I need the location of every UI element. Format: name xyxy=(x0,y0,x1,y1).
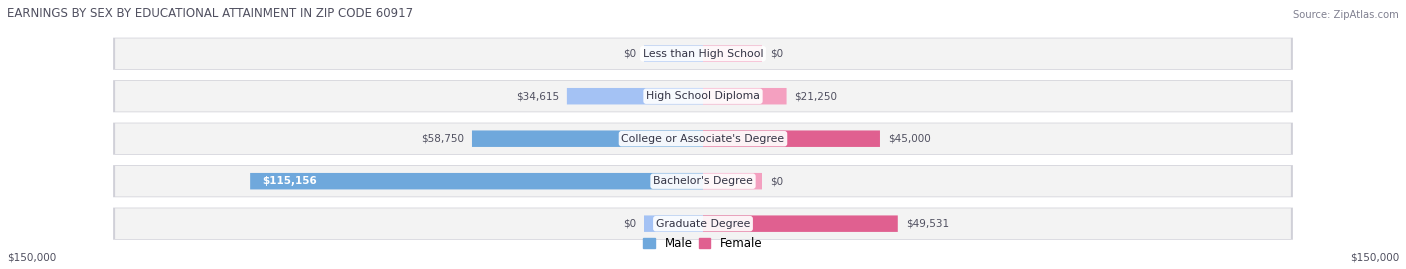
FancyBboxPatch shape xyxy=(115,38,1291,69)
FancyBboxPatch shape xyxy=(112,165,1294,197)
Text: Bachelor's Degree: Bachelor's Degree xyxy=(652,176,754,186)
FancyBboxPatch shape xyxy=(703,88,786,104)
FancyBboxPatch shape xyxy=(703,130,880,147)
Text: $49,531: $49,531 xyxy=(905,219,949,229)
Text: $0: $0 xyxy=(623,49,636,59)
Text: Graduate Degree: Graduate Degree xyxy=(655,219,751,229)
Text: Less than High School: Less than High School xyxy=(643,49,763,59)
Legend: Male, Female: Male, Female xyxy=(638,232,768,254)
FancyBboxPatch shape xyxy=(567,88,703,104)
Text: $0: $0 xyxy=(770,176,783,186)
FancyBboxPatch shape xyxy=(115,81,1291,112)
FancyBboxPatch shape xyxy=(703,215,898,232)
Text: Source: ZipAtlas.com: Source: ZipAtlas.com xyxy=(1294,10,1399,20)
FancyBboxPatch shape xyxy=(112,80,1294,112)
FancyBboxPatch shape xyxy=(112,123,1294,155)
Text: $0: $0 xyxy=(770,49,783,59)
FancyBboxPatch shape xyxy=(472,130,703,147)
FancyBboxPatch shape xyxy=(115,123,1291,154)
Text: College or Associate's Degree: College or Associate's Degree xyxy=(621,134,785,144)
Text: $150,000: $150,000 xyxy=(1350,252,1399,262)
FancyBboxPatch shape xyxy=(250,173,703,189)
FancyBboxPatch shape xyxy=(703,45,762,62)
Text: $150,000: $150,000 xyxy=(7,252,56,262)
Text: High School Diploma: High School Diploma xyxy=(647,91,759,101)
FancyBboxPatch shape xyxy=(115,208,1291,239)
FancyBboxPatch shape xyxy=(703,173,762,189)
FancyBboxPatch shape xyxy=(644,215,703,232)
Text: $34,615: $34,615 xyxy=(516,91,560,101)
Text: EARNINGS BY SEX BY EDUCATIONAL ATTAINMENT IN ZIP CODE 60917: EARNINGS BY SEX BY EDUCATIONAL ATTAINMEN… xyxy=(7,7,413,20)
Text: $115,156: $115,156 xyxy=(262,176,316,186)
FancyBboxPatch shape xyxy=(644,45,703,62)
Text: $21,250: $21,250 xyxy=(794,91,838,101)
FancyBboxPatch shape xyxy=(115,166,1291,197)
Text: $0: $0 xyxy=(623,219,636,229)
FancyBboxPatch shape xyxy=(112,38,1294,70)
FancyBboxPatch shape xyxy=(112,208,1294,240)
Text: $58,750: $58,750 xyxy=(422,134,464,144)
Text: $45,000: $45,000 xyxy=(887,134,931,144)
